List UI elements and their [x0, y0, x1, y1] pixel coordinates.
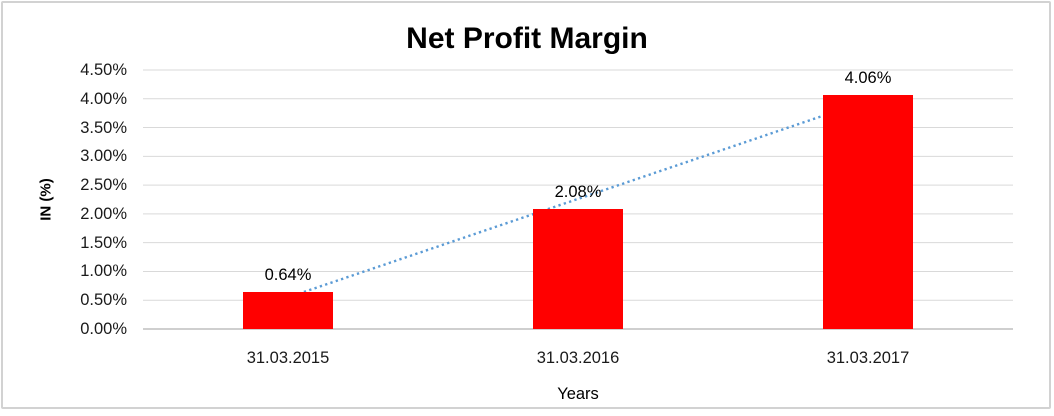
chart-title: Net Profit Margin — [406, 22, 648, 55]
y-tick-label: 3.00% — [80, 147, 127, 166]
y-tick-label: 4.00% — [80, 89, 127, 108]
y-tick-label: 1.00% — [80, 262, 127, 281]
x-tick-label: 31.03.2015 — [246, 349, 330, 367]
y-tick-label: 1.50% — [80, 233, 127, 252]
y-tick-label: 4.50% — [80, 61, 127, 79]
x-tick-label: 31.03.2016 — [536, 349, 620, 367]
y-tick-label: 0.50% — [80, 291, 127, 310]
data-label: 4.06% — [844, 69, 892, 88]
bar — [243, 292, 333, 329]
bar — [823, 95, 913, 329]
bar — [533, 209, 623, 329]
y-tick-label: 2.50% — [80, 176, 127, 195]
y-tick-label: 0.00% — [80, 320, 127, 338]
x-axis-title: Years — [557, 385, 599, 403]
data-label: 0.64% — [264, 266, 312, 285]
y-tick-label: 3.50% — [80, 118, 127, 137]
x-tick-label: 31.03.2017 — [826, 349, 910, 367]
data-label: 2.08% — [554, 183, 602, 202]
trendline — [287, 99, 869, 299]
y-tick-label: 2.00% — [80, 204, 127, 223]
